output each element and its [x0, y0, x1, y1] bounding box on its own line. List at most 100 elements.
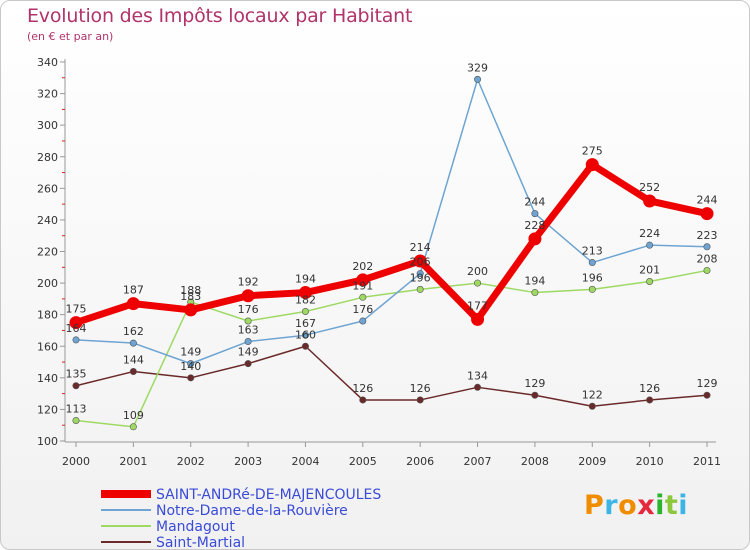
y-tick-label: 200 [37, 277, 58, 290]
data-label: 196 [410, 271, 431, 284]
data-point [129, 423, 137, 431]
legend-label: SAINT-ANDRé-DE-MAJENCOULES [156, 487, 381, 503]
data-point [416, 270, 424, 278]
data-point [588, 402, 596, 410]
data-point [416, 396, 424, 404]
data-point [72, 382, 80, 390]
proxiti-logo: Proxiti [584, 490, 688, 521]
data-label: 182 [295, 294, 316, 307]
data-label: 196 [582, 271, 603, 284]
data-point [474, 383, 482, 391]
y-tick-label: 160 [37, 340, 58, 353]
series-0 [69, 158, 714, 330]
logo-letter: P [584, 490, 605, 521]
data-point [588, 285, 596, 293]
labels-2: 113 109 188 176 182 191 196 200 194 196 201 208 [66, 252, 718, 421]
y-tick-label: 280 [37, 151, 58, 164]
data-label: 176 [238, 303, 259, 316]
y-tick-label: 120 [37, 403, 58, 416]
series-line [74, 161, 708, 326]
y-tick-label: 260 [37, 182, 58, 195]
data-point [184, 303, 198, 317]
data-point [646, 396, 654, 404]
data-point [413, 254, 427, 268]
data-label: 201 [639, 264, 660, 277]
data-point [703, 266, 711, 274]
data-label: 144 [123, 354, 144, 367]
data-label: 244 [697, 194, 718, 207]
data-point [356, 273, 370, 287]
data-point [416, 285, 424, 293]
data-point [187, 374, 195, 382]
y-tick-label: 320 [37, 88, 58, 101]
x-tick-label: 2001 [119, 455, 147, 468]
data-point [474, 75, 482, 83]
data-point [301, 308, 309, 316]
data-label: 223 [697, 229, 718, 242]
data-label: 129 [524, 377, 545, 390]
logo-letter: t [664, 490, 679, 521]
data-label: 177 [467, 299, 488, 312]
data-label: 175 [66, 303, 87, 316]
data-point [471, 312, 485, 326]
labels-1: 164 162 149 163 167 176 206 329 244 213 224 223 [66, 61, 718, 358]
data-label: 134 [467, 369, 488, 382]
data-point [129, 368, 137, 376]
data-label: 214 [410, 241, 431, 254]
data-label: 188 [180, 284, 201, 297]
data-point [298, 286, 312, 300]
data-label: 109 [123, 409, 144, 422]
data-label: 192 [238, 276, 259, 289]
data-point [588, 259, 596, 267]
data-point [528, 232, 542, 246]
data-label: 244 [524, 196, 545, 209]
data-label: 126 [639, 382, 660, 395]
data-label: 208 [697, 252, 718, 265]
series-line [75, 78, 708, 365]
x-tick-label: 2009 [578, 455, 606, 468]
data-point [241, 289, 255, 303]
data-label: 228 [524, 219, 545, 232]
data-point [359, 293, 367, 301]
data-label: 187 [123, 284, 144, 297]
data-point [244, 338, 252, 346]
data-label: 329 [467, 61, 488, 74]
logo-letter: r [604, 490, 619, 521]
data-label: 200 [467, 265, 488, 278]
data-label: 194 [524, 275, 545, 288]
labels-0: 175 187 183 192 194 202 214 177 228 275 252 244 [66, 145, 718, 316]
data-label: 275 [582, 145, 603, 158]
data-point [646, 241, 654, 249]
x-axis: 2000 2001 2002 2003 2004 2005 2006 2007 2008 2009… [62, 442, 721, 468]
x-tick-label: 2010 [636, 455, 664, 468]
data-label: 126 [352, 382, 373, 395]
series-line [75, 345, 708, 408]
y-tick-label: 100 [37, 435, 58, 448]
data-label: 176 [352, 303, 373, 316]
data-point [69, 316, 83, 330]
data-point [531, 391, 539, 399]
data-label: 206 [410, 256, 431, 269]
chart-subtitle: (en € et par an) [27, 30, 114, 43]
legend-label: Saint-Martial [156, 535, 245, 550]
series-line [75, 269, 708, 428]
data-label: 164 [66, 322, 87, 335]
logo-letter: x [637, 490, 656, 521]
data-label: 129 [697, 377, 718, 390]
y-axis: 100 120 140 160 180 200 220 240 260 280 300 320 340 [37, 56, 65, 448]
data-point [244, 360, 252, 368]
data-label: 202 [352, 260, 373, 273]
x-tick-label: 2004 [291, 455, 319, 468]
data-label: 135 [66, 368, 87, 381]
data-label: 167 [295, 317, 316, 330]
data-point [643, 194, 657, 208]
data-point [244, 317, 252, 325]
logo-letter: i [655, 490, 665, 521]
x-tick-label: 2002 [177, 455, 205, 468]
x-tick-label: 2011 [693, 455, 721, 468]
data-label: 140 [180, 360, 201, 373]
data-point [301, 331, 309, 339]
